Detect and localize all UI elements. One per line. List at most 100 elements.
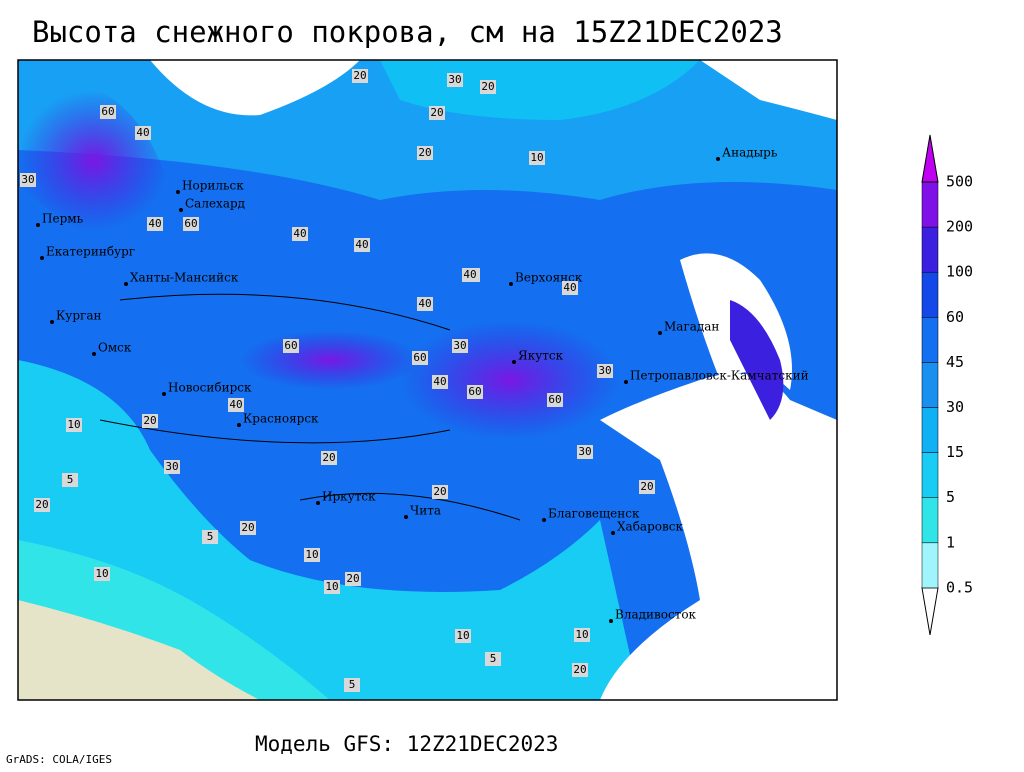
contour-label-bg — [485, 652, 501, 666]
city-dot — [237, 423, 241, 427]
contour-label-bg — [467, 385, 483, 399]
contour-label: 20 — [573, 663, 586, 676]
contour-label-bg — [452, 339, 468, 353]
contour-label-bg — [417, 146, 433, 160]
kamchatka — [730, 300, 784, 420]
legend-swatch — [921, 271, 939, 318]
contour-label-bg — [20, 173, 36, 187]
legend-swatch — [921, 407, 939, 453]
contour-label-bg — [455, 629, 471, 643]
contour-label: 10 — [67, 418, 80, 431]
contour-label-bg — [577, 445, 593, 459]
model-label: Модель GFS: 12Z21DEC2023 — [255, 732, 558, 756]
contour-label: 5 — [67, 473, 74, 486]
city-label: Владивосток — [615, 608, 697, 622]
city-label: Чита — [410, 504, 441, 518]
contour-label-bg — [94, 567, 110, 581]
contour-label: 5 — [207, 530, 214, 543]
bare-land — [18, 600, 260, 700]
contour-label-bg — [324, 580, 340, 594]
contour-label-bg — [429, 106, 445, 120]
contour-label-bg — [432, 485, 448, 499]
contour-label-bg — [574, 628, 590, 642]
contour-label-bg — [547, 393, 563, 407]
contour-label-bg — [228, 398, 244, 412]
city-dot — [162, 392, 166, 396]
city-dot — [179, 208, 183, 212]
contour-label: 20 — [322, 451, 335, 464]
contour-label-bg — [354, 238, 370, 252]
contour-label-bg — [100, 105, 116, 119]
contour-label: 60 — [413, 351, 426, 364]
legend-label: 60 — [946, 308, 964, 326]
contour-label: 5 — [349, 678, 356, 691]
contour-label-bg — [480, 80, 496, 94]
contour-label: 60 — [468, 385, 481, 398]
contour-label: 10 — [325, 580, 338, 593]
city-label: Норильск — [182, 179, 244, 193]
city-label: Курган — [56, 309, 101, 323]
contour-label-bg — [447, 73, 463, 87]
bering-sea — [700, 60, 837, 120]
legend-swatch — [921, 181, 939, 228]
contour-label: 30 — [21, 173, 34, 186]
contour-label: 20 — [241, 521, 254, 534]
contour-label: 40 — [355, 238, 368, 251]
contour-label-bg — [202, 530, 218, 544]
contour-label-bg — [34, 498, 50, 512]
contour-label: 40 — [463, 268, 476, 281]
city-dot — [716, 157, 720, 161]
legend-arrow — [921, 587, 939, 635]
city-dot — [658, 331, 662, 335]
contour-label: 40 — [148, 217, 161, 230]
contour-label: 20 — [433, 485, 446, 498]
legend-label: 5 — [946, 488, 955, 506]
contour-label-bg — [183, 217, 199, 231]
contour-label-bg — [142, 414, 158, 428]
contour-label-bg — [321, 451, 337, 465]
contour-label: 40 — [418, 297, 431, 310]
contour-label-bg — [283, 339, 299, 353]
contour-label-bg — [240, 521, 256, 535]
contour-label-bg — [344, 678, 360, 692]
city-dot — [40, 256, 44, 260]
map-frame — [17, 59, 838, 701]
city-label: Красноярск — [243, 412, 319, 426]
contour-label-bg — [164, 460, 180, 474]
city-label: Иркутск — [322, 490, 376, 504]
arctic-ice — [150, 60, 360, 116]
legend-swatch — [921, 542, 939, 589]
snow-max — [240, 330, 420, 390]
legend-swatch — [921, 497, 939, 544]
contour-label: 20 — [143, 414, 156, 427]
contour-label: 30 — [598, 364, 611, 377]
contour-label-bg — [432, 375, 448, 389]
city-label: Анадырь — [722, 146, 778, 160]
border — [99, 293, 521, 521]
legend-label: 500 — [946, 173, 973, 191]
contour-label: 20 — [346, 572, 359, 585]
contour-label: 30 — [165, 460, 178, 473]
contour-label: 20 — [35, 498, 48, 511]
legend-swatch — [921, 226, 939, 273]
contour-label: 30 — [578, 445, 591, 458]
city-dot — [624, 380, 628, 384]
credit: GrADS: COLA/IGES — [6, 753, 112, 766]
contour-label: 5 — [490, 652, 497, 665]
contour-label: 10 — [575, 628, 588, 641]
contour-label-bg — [597, 364, 613, 378]
contour-label: 60 — [284, 339, 297, 352]
contour-label-bg — [62, 473, 78, 487]
city-dot — [92, 352, 96, 356]
contour-label: 60 — [548, 393, 561, 406]
legend-swatch — [921, 362, 939, 408]
contour-label-bg — [292, 227, 308, 241]
contour-label-bg — [345, 572, 361, 586]
city-dot — [609, 619, 613, 623]
contour-label-bg — [304, 548, 320, 562]
city-label: Екатеринбург — [46, 245, 135, 259]
contour-label-bg — [412, 351, 428, 365]
contour-label: 20 — [640, 480, 653, 493]
contour-label-bg — [562, 281, 578, 295]
contour-label: 40 — [229, 398, 242, 411]
